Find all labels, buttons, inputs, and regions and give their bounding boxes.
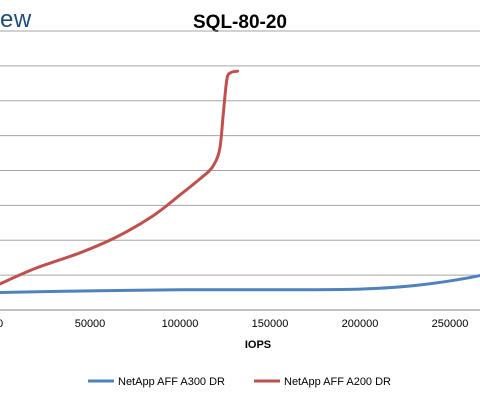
x-tick-label-1: 50000 bbox=[75, 318, 106, 330]
x-tick-label-5: 250000 bbox=[432, 318, 469, 330]
brand-logo-text: ew bbox=[0, 6, 32, 33]
series-lines bbox=[0, 69, 480, 295]
series-line-1 bbox=[0, 69, 240, 286]
x-tick-label-4: 200000 bbox=[342, 318, 379, 330]
chart-title: SQL-80-20 bbox=[193, 12, 287, 33]
legend-label-1: NetApp AFF A200 DR bbox=[284, 376, 391, 388]
x-tick-label-0: 0 bbox=[0, 318, 3, 330]
x-axis-label: IOPS bbox=[245, 339, 271, 351]
gridlines bbox=[0, 30, 480, 311]
x-tick-label-2: 100000 bbox=[162, 318, 199, 330]
legend-label-0: NetApp AFF A300 DR bbox=[118, 376, 225, 388]
x-tick-labels: 050000100000150000200000250000300000 bbox=[0, 318, 469, 330]
series-line-0 bbox=[0, 273, 480, 295]
x-tick-label-3: 150000 bbox=[252, 318, 289, 330]
legend: NetApp AFF A300 DR NetApp AFF A200 DR bbox=[88, 376, 391, 388]
